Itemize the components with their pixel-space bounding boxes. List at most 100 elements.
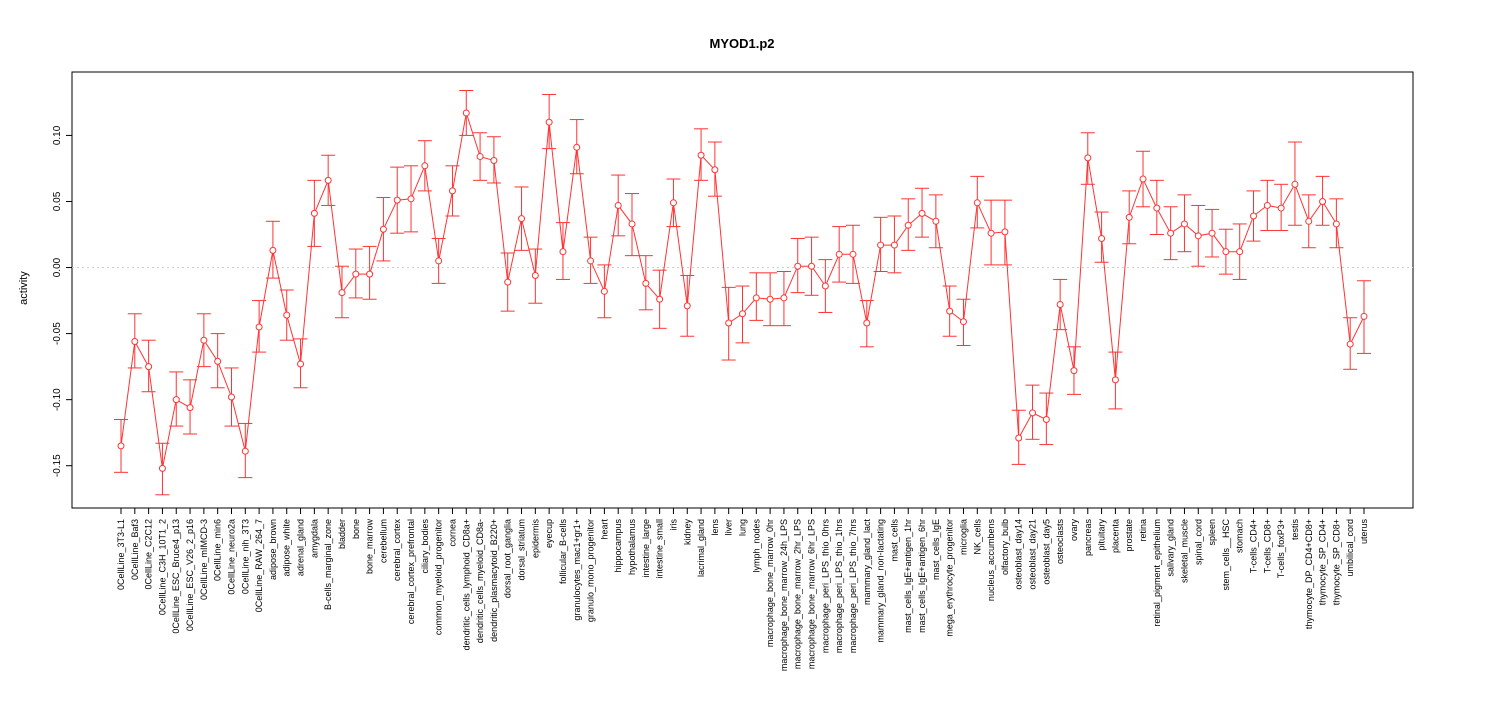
data-point: [366, 270, 374, 278]
x-tick-label: 0CellLine_min6: [213, 519, 223, 581]
x-tick-label: kidney: [682, 519, 692, 546]
x-tick-label: pituitary: [1097, 519, 1107, 551]
data-point: [1139, 175, 1147, 183]
data-point: [669, 199, 677, 207]
data-point: [1346, 340, 1354, 348]
data-point: [918, 209, 926, 217]
data-point: [739, 310, 746, 318]
x-tick-label: lacrimal_gland: [696, 519, 706, 577]
data-point: [338, 289, 346, 297]
x-tick-label: mast_cells: [889, 519, 899, 562]
x-tick-label: dorsal_striatum: [517, 519, 527, 581]
data-point: [421, 162, 429, 170]
x-tick-label: 0CellLine_Baf3: [130, 519, 140, 580]
data-point: [683, 302, 691, 310]
x-tick-label: bone_marrow: [365, 519, 375, 575]
x-tick-label: thymocyte_SP_CD4+: [1318, 519, 1328, 605]
x-tick-label: osteoclasts: [1055, 519, 1065, 565]
data-point: [158, 464, 166, 472]
x-tick-label: testis: [1290, 519, 1300, 541]
data-point: [587, 257, 595, 265]
data-point: [794, 262, 802, 270]
x-tick-label: olfactory_bulb: [1000, 519, 1010, 575]
x-tick-label: 0CellLine_C2C12: [144, 519, 154, 590]
data-point: [628, 220, 636, 228]
x-tick-label: retinal_pigment_epithelium: [1152, 519, 1162, 627]
x-tick-label: heart: [599, 519, 609, 540]
data-point: [131, 338, 139, 346]
data-point: [959, 318, 967, 326]
data-point: [780, 294, 788, 302]
x-tick-label: 0CellLine_3T3-L1: [116, 519, 126, 590]
data-point: [1180, 220, 1188, 228]
data-point: [1236, 248, 1244, 256]
x-tick-label: lymph_nodes: [751, 519, 761, 573]
data-point: [504, 278, 512, 286]
x-tick-label: adipose_brown: [268, 519, 278, 580]
data-point: [379, 225, 387, 233]
x-tick-label: skeletal_muscle: [1179, 519, 1189, 583]
y-tick-label: -0.05: [52, 322, 63, 345]
x-tick-label: ciliary_bodies: [420, 519, 430, 574]
data-point: [1125, 213, 1133, 221]
x-tick-label: mega_erythrocyte_progenitor: [945, 519, 955, 637]
x-tick-label: lung: [738, 519, 748, 536]
data-point: [821, 282, 829, 290]
data-point: [600, 287, 608, 295]
x-tick-label: mast_cells_IgE+antigen_1hr: [903, 519, 913, 633]
x-tick-label: microglia: [958, 519, 968, 555]
data-point: [214, 357, 222, 365]
x-tick-label: salivary_gland: [1166, 519, 1176, 577]
data-point: [1360, 312, 1368, 320]
x-tick-label: macrophage_bone_marrow_2hr_LPS: [793, 519, 803, 669]
data-point: [1042, 415, 1050, 423]
x-tick-label: cerebellum: [378, 519, 388, 563]
x-tick-label: 0CellLine_C3H_10T1_2: [157, 519, 167, 615]
y-tick-label: -0.10: [52, 388, 63, 411]
data-point: [573, 143, 581, 151]
data-point: [462, 109, 470, 117]
data-point: [531, 271, 539, 279]
data-point: [835, 250, 843, 258]
data-point: [1194, 232, 1202, 240]
data-point: [393, 196, 401, 204]
data-point: [117, 442, 125, 450]
data-point: [1208, 229, 1216, 237]
x-tick-label: NK_cells: [972, 519, 982, 555]
x-tick-label: granulo_mono_progenitor: [586, 519, 596, 622]
x-tick-label: cerebral_cortex_prefrontal: [406, 519, 416, 624]
data-point: [1222, 248, 1230, 256]
x-tick-label: retina: [1138, 519, 1148, 542]
y-tick-label: -0.15: [52, 454, 63, 477]
data-point: [476, 153, 484, 161]
x-tick-label: follicular_B-cells: [558, 519, 568, 585]
x-tick-label: T-cells_CD4+: [1249, 519, 1259, 573]
data-point: [1098, 234, 1106, 242]
data-point: [1167, 229, 1175, 237]
x-tick-label: granulocytes_mac1+gr1+: [572, 519, 582, 621]
data-point: [172, 396, 180, 404]
x-tick-label: 0CellLine_RAW_264_7: [254, 519, 264, 612]
x-tick-label: spinal_cord: [1193, 519, 1203, 565]
data-point: [1319, 197, 1327, 205]
data-point: [1305, 217, 1313, 225]
x-tick-label: liver: [724, 519, 734, 536]
data-point: [1084, 154, 1092, 162]
data-point: [241, 447, 249, 455]
x-tick-label: dorsal_root_ganglia: [503, 519, 513, 598]
x-tick-label: cornea: [447, 519, 457, 547]
data-point: [1029, 409, 1037, 417]
x-tick-label: macrophage_peri_LPS_thio_0hrs: [820, 519, 830, 654]
data-point: [559, 248, 567, 256]
data-point: [849, 250, 857, 258]
data-point: [145, 363, 153, 371]
data-point: [987, 229, 995, 237]
x-tick-label: intestine_small: [655, 519, 665, 579]
data-point: [283, 311, 291, 319]
data-point: [877, 241, 885, 249]
y-tick-label: 0.00: [52, 257, 63, 277]
x-tick-label: ovary: [1069, 519, 1079, 542]
data-point: [490, 157, 498, 165]
data-point: [324, 176, 332, 184]
